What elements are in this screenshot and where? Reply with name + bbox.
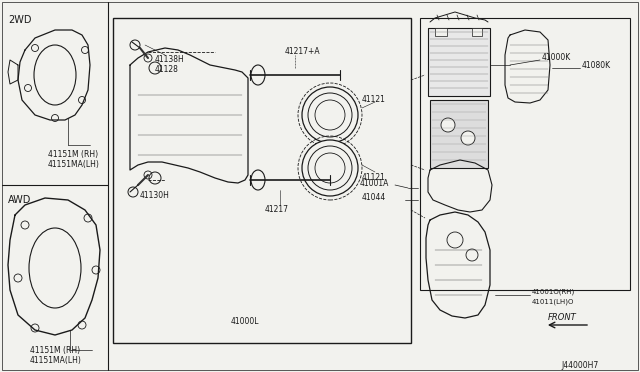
Text: 41217: 41217 xyxy=(265,205,289,215)
Text: 41001O(RH): 41001O(RH) xyxy=(532,289,575,295)
Text: J44000H7: J44000H7 xyxy=(561,360,598,369)
Text: 41000K: 41000K xyxy=(542,54,572,62)
Circle shape xyxy=(441,118,455,132)
Text: 41138H: 41138H xyxy=(155,55,185,64)
Text: 41128: 41128 xyxy=(155,65,179,74)
Text: FRONT: FRONT xyxy=(548,314,577,323)
Text: 41001A: 41001A xyxy=(360,179,389,187)
Text: 41130H: 41130H xyxy=(140,190,170,199)
Bar xyxy=(472,28,482,36)
Text: 2WD: 2WD xyxy=(8,15,31,25)
Circle shape xyxy=(461,131,475,145)
Circle shape xyxy=(302,140,358,196)
Text: 41080K: 41080K xyxy=(582,61,611,71)
Text: 41217+A: 41217+A xyxy=(285,48,321,57)
Bar xyxy=(113,18,411,343)
Bar xyxy=(430,100,488,168)
Text: 41044: 41044 xyxy=(362,193,387,202)
Text: 41000L: 41000L xyxy=(231,317,259,327)
Bar xyxy=(420,18,630,290)
Text: 41121: 41121 xyxy=(362,173,386,183)
Text: 41151M (RH): 41151M (RH) xyxy=(30,346,80,355)
Circle shape xyxy=(302,87,358,143)
Bar xyxy=(428,28,490,96)
Text: 41151MA(LH): 41151MA(LH) xyxy=(30,356,82,365)
Text: 41151MA(LH): 41151MA(LH) xyxy=(48,160,100,170)
Text: 41121: 41121 xyxy=(362,96,386,105)
Bar xyxy=(435,28,447,36)
Text: 41011(LH)O: 41011(LH)O xyxy=(532,299,574,305)
Text: AWD: AWD xyxy=(8,195,31,205)
Text: 41151M (RH): 41151M (RH) xyxy=(48,151,98,160)
